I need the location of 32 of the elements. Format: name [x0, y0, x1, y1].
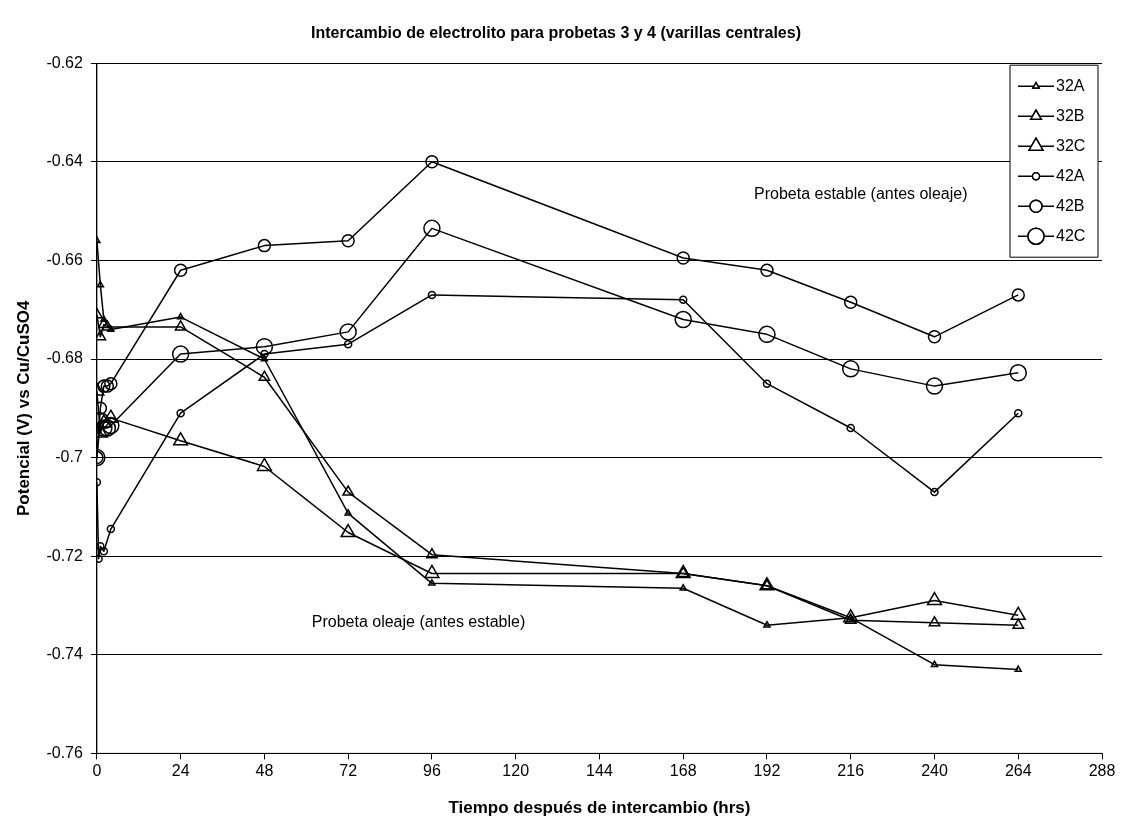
y-tick-label: -0.74: [46, 645, 83, 663]
x-tick-label: 72: [339, 762, 358, 780]
x-tick-label: 288: [1088, 762, 1116, 780]
y-tick-label: -0.66: [46, 250, 83, 268]
y-axis-title: Potencial (V) vs Cu/CuSO4: [13, 300, 33, 516]
legend-label: 42A: [1056, 166, 1085, 184]
annotation: Probeta oleaje (antes estable): [311, 612, 526, 630]
x-axis-title: Tiempo después de intercambio (hrs): [448, 798, 751, 818]
legend-label: 32B: [1056, 106, 1085, 124]
x-tick-label: 48: [255, 762, 274, 780]
y-tick-label: -0.64: [46, 152, 83, 170]
y-tick-label: -0.76: [46, 743, 83, 761]
x-tick-label: 96: [423, 762, 441, 780]
y-tick-label: -0.72: [46, 546, 83, 564]
annotation: Probeta estable (antes oleaje): [754, 184, 968, 202]
x-tick-label: 240: [921, 762, 948, 780]
x-tick-label: 168: [669, 762, 697, 780]
x-tick-label: 24: [171, 762, 190, 780]
x-tick-label: 192: [753, 762, 781, 780]
x-tick-label: 0: [92, 762, 102, 780]
legend-label: 32C: [1056, 136, 1086, 154]
x-tick-label: 264: [1004, 762, 1032, 780]
legend-label: 42C: [1056, 226, 1086, 244]
y-tick-label: -0.68: [46, 349, 83, 367]
legend-label: 42B: [1056, 196, 1085, 214]
x-tick-label: 216: [837, 762, 865, 780]
y-tick-label: -0.7: [55, 448, 83, 466]
chart-title: Intercambio de electrolito para probetas 3 y 4 (varillas centrales): [311, 24, 801, 42]
legend-label: 32A: [1056, 76, 1085, 94]
x-tick-label: 120: [502, 762, 530, 780]
y-tick-label: -0.62: [46, 53, 83, 71]
x-tick-label: 144: [586, 762, 613, 780]
